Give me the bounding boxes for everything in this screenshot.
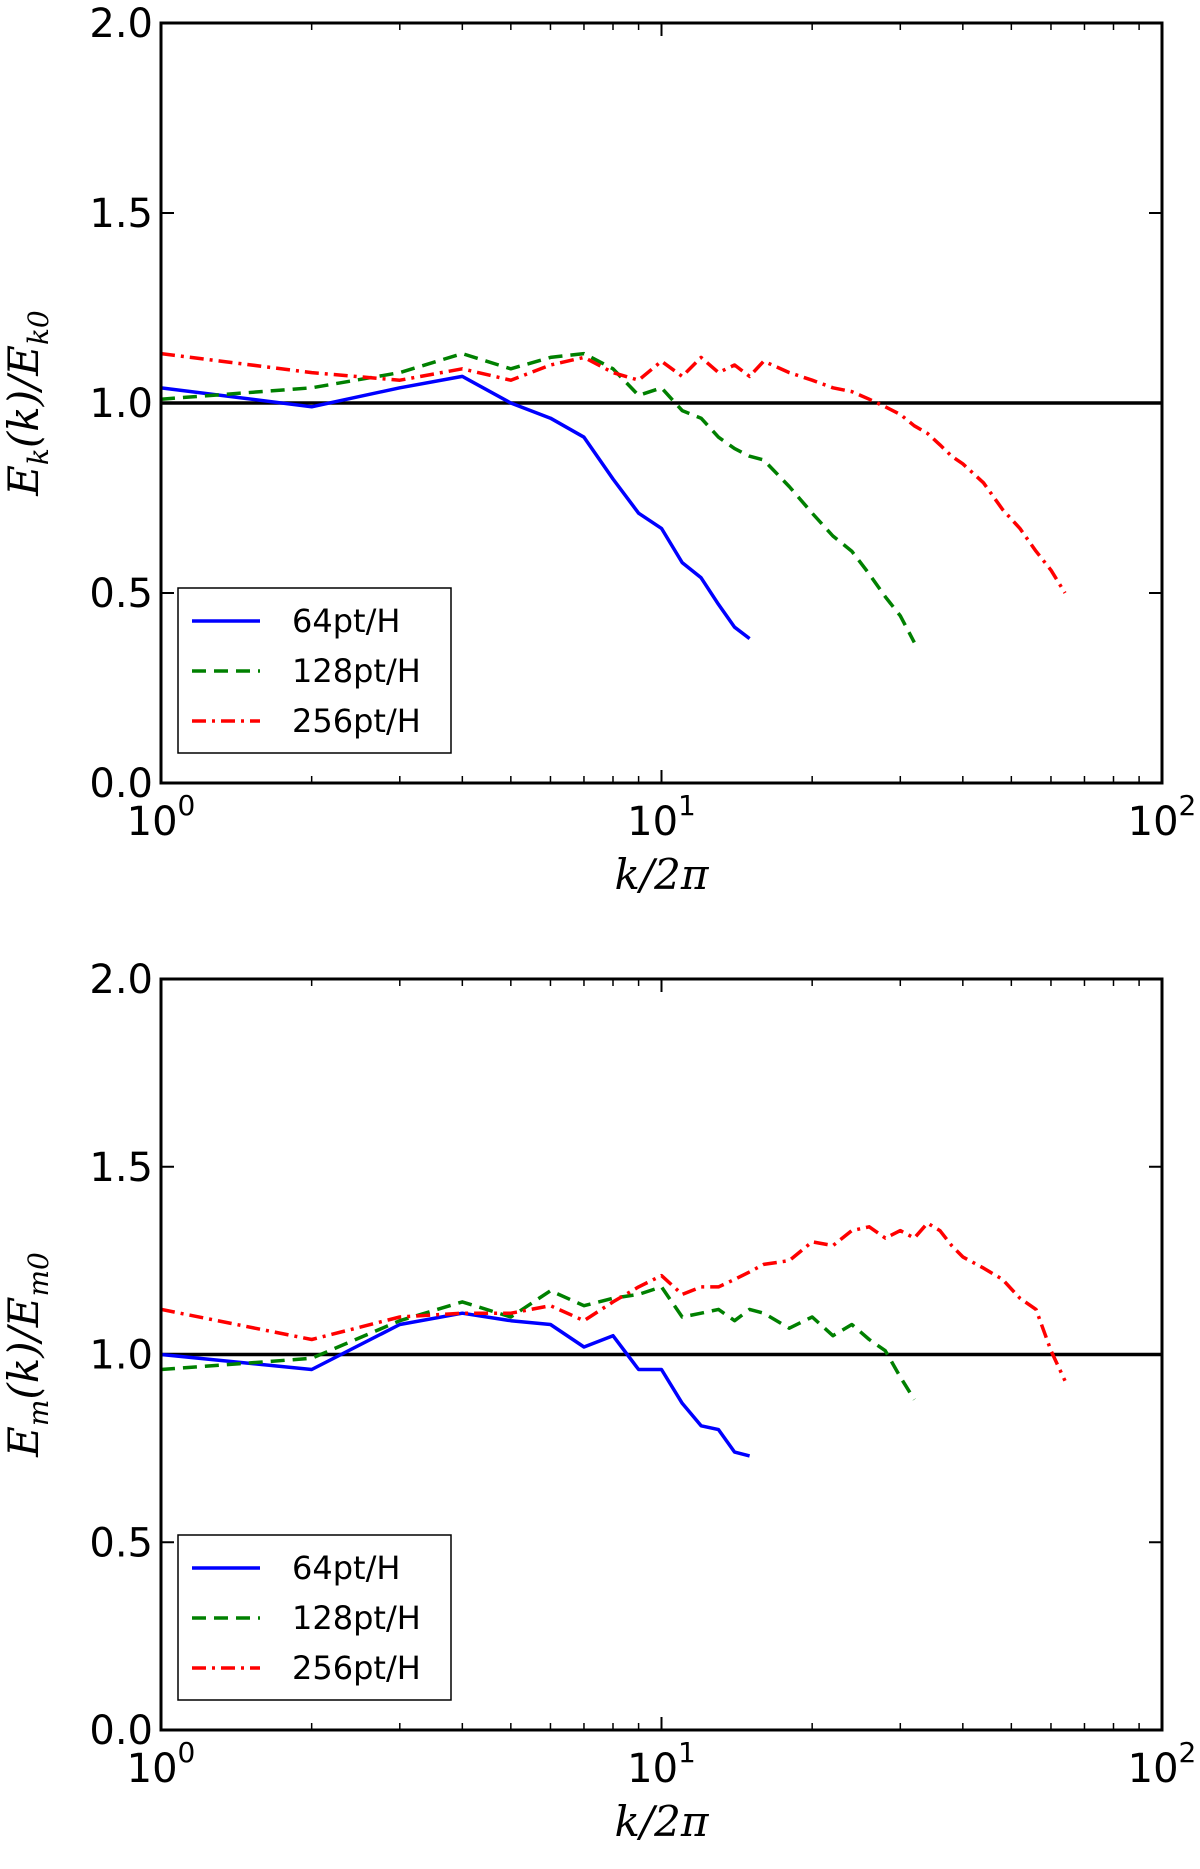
legend-label: 256pt/H [292, 1649, 421, 1687]
legend: 64pt/H 128pt/H 256pt/H [177, 1534, 452, 1701]
y-tick-label: 2.0 [89, 957, 153, 1003]
y-label-main: E [0, 1426, 48, 1458]
x-tick-label: 102 [1128, 1736, 1197, 1792]
x-tick-base: 10 [127, 1746, 178, 1792]
plot-frame [159, 21, 1164, 785]
legend-label: 256pt/H [292, 702, 421, 740]
y-tick-label: 0.5 [89, 1520, 153, 1566]
y-label-paren: (k)/ [0, 1323, 48, 1399]
legend-label: 128pt/H [292, 652, 421, 690]
x-tick-exponent: 2 [1179, 1736, 1197, 1769]
y-axis-label: Ek(k)/Ek0 [0, 310, 55, 496]
y-label-sub: k [22, 448, 55, 465]
x-tick-label: 100 [127, 1736, 196, 1792]
x-tick-exponent: 2 [1179, 789, 1197, 822]
x-tick-exponent: 0 [178, 1736, 196, 1769]
y-label-sub2: m0 [22, 1252, 55, 1296]
y-tick-label: 1.5 [89, 191, 153, 237]
y-axis-label: Em(k)/Em0 [0, 1252, 55, 1458]
y-tick-label: 1.5 [89, 1145, 153, 1191]
y-tick-label: 0.0 [89, 1708, 153, 1754]
x-tick-base: 10 [627, 799, 678, 845]
y-label-sub2: k0 [22, 310, 55, 345]
y-label-main: E [0, 465, 48, 497]
series-line-64pth [161, 374, 751, 640]
x-tick-label: 100 [127, 789, 196, 845]
x-tick-label: 101 [627, 789, 696, 845]
y-label-main2: E [0, 345, 48, 377]
x-tick-base: 10 [127, 799, 178, 845]
y-label-paren: (k)/ [0, 372, 48, 448]
legend-label: 64pt/H [292, 1549, 400, 1587]
x-tick-exponent: 1 [678, 1736, 696, 1769]
y-tick-label: 1.0 [89, 1333, 153, 1379]
series-line-256pth [161, 1221, 1067, 1382]
x-tick-base: 10 [627, 1746, 678, 1792]
y-tick-label: 0.5 [89, 571, 153, 617]
series-line-64pth [161, 1311, 751, 1458]
y-tick-label: 2.0 [89, 1, 153, 47]
x-tick-exponent: 1 [678, 789, 696, 822]
y-label-main2: E [0, 1297, 48, 1329]
y-tick-label: 0.0 [89, 761, 153, 807]
series-line-128pth [161, 1285, 916, 1401]
legend-label: 128pt/H [292, 1599, 421, 1637]
y-tick-label: 1.0 [89, 381, 153, 427]
x-tick-base: 10 [1128, 799, 1179, 845]
y-label-sub: m [22, 1400, 55, 1427]
legend-label: 64pt/H [292, 602, 400, 640]
chart-panel-1: 100 101 1020.00.51.01.52.064pt/H128pt/H256… [0, 1, 1196, 899]
x-tick-exponent: 0 [178, 789, 196, 822]
series-line-256pth [161, 351, 1067, 594]
x-axis-label: k/2π [615, 1797, 710, 1846]
x-axis-label: k/2π [615, 850, 710, 899]
x-tick-label: 102 [1128, 789, 1197, 845]
chart-panel-2: 100 101 1020.00.51.01.52.064pt/H128pt/H256… [0, 957, 1196, 1846]
x-tick-label: 101 [627, 1736, 696, 1792]
plot-frame [159, 977, 1164, 1732]
x-tick-base: 10 [1128, 1746, 1179, 1792]
legend: 64pt/H 128pt/H 256pt/H [177, 587, 452, 754]
